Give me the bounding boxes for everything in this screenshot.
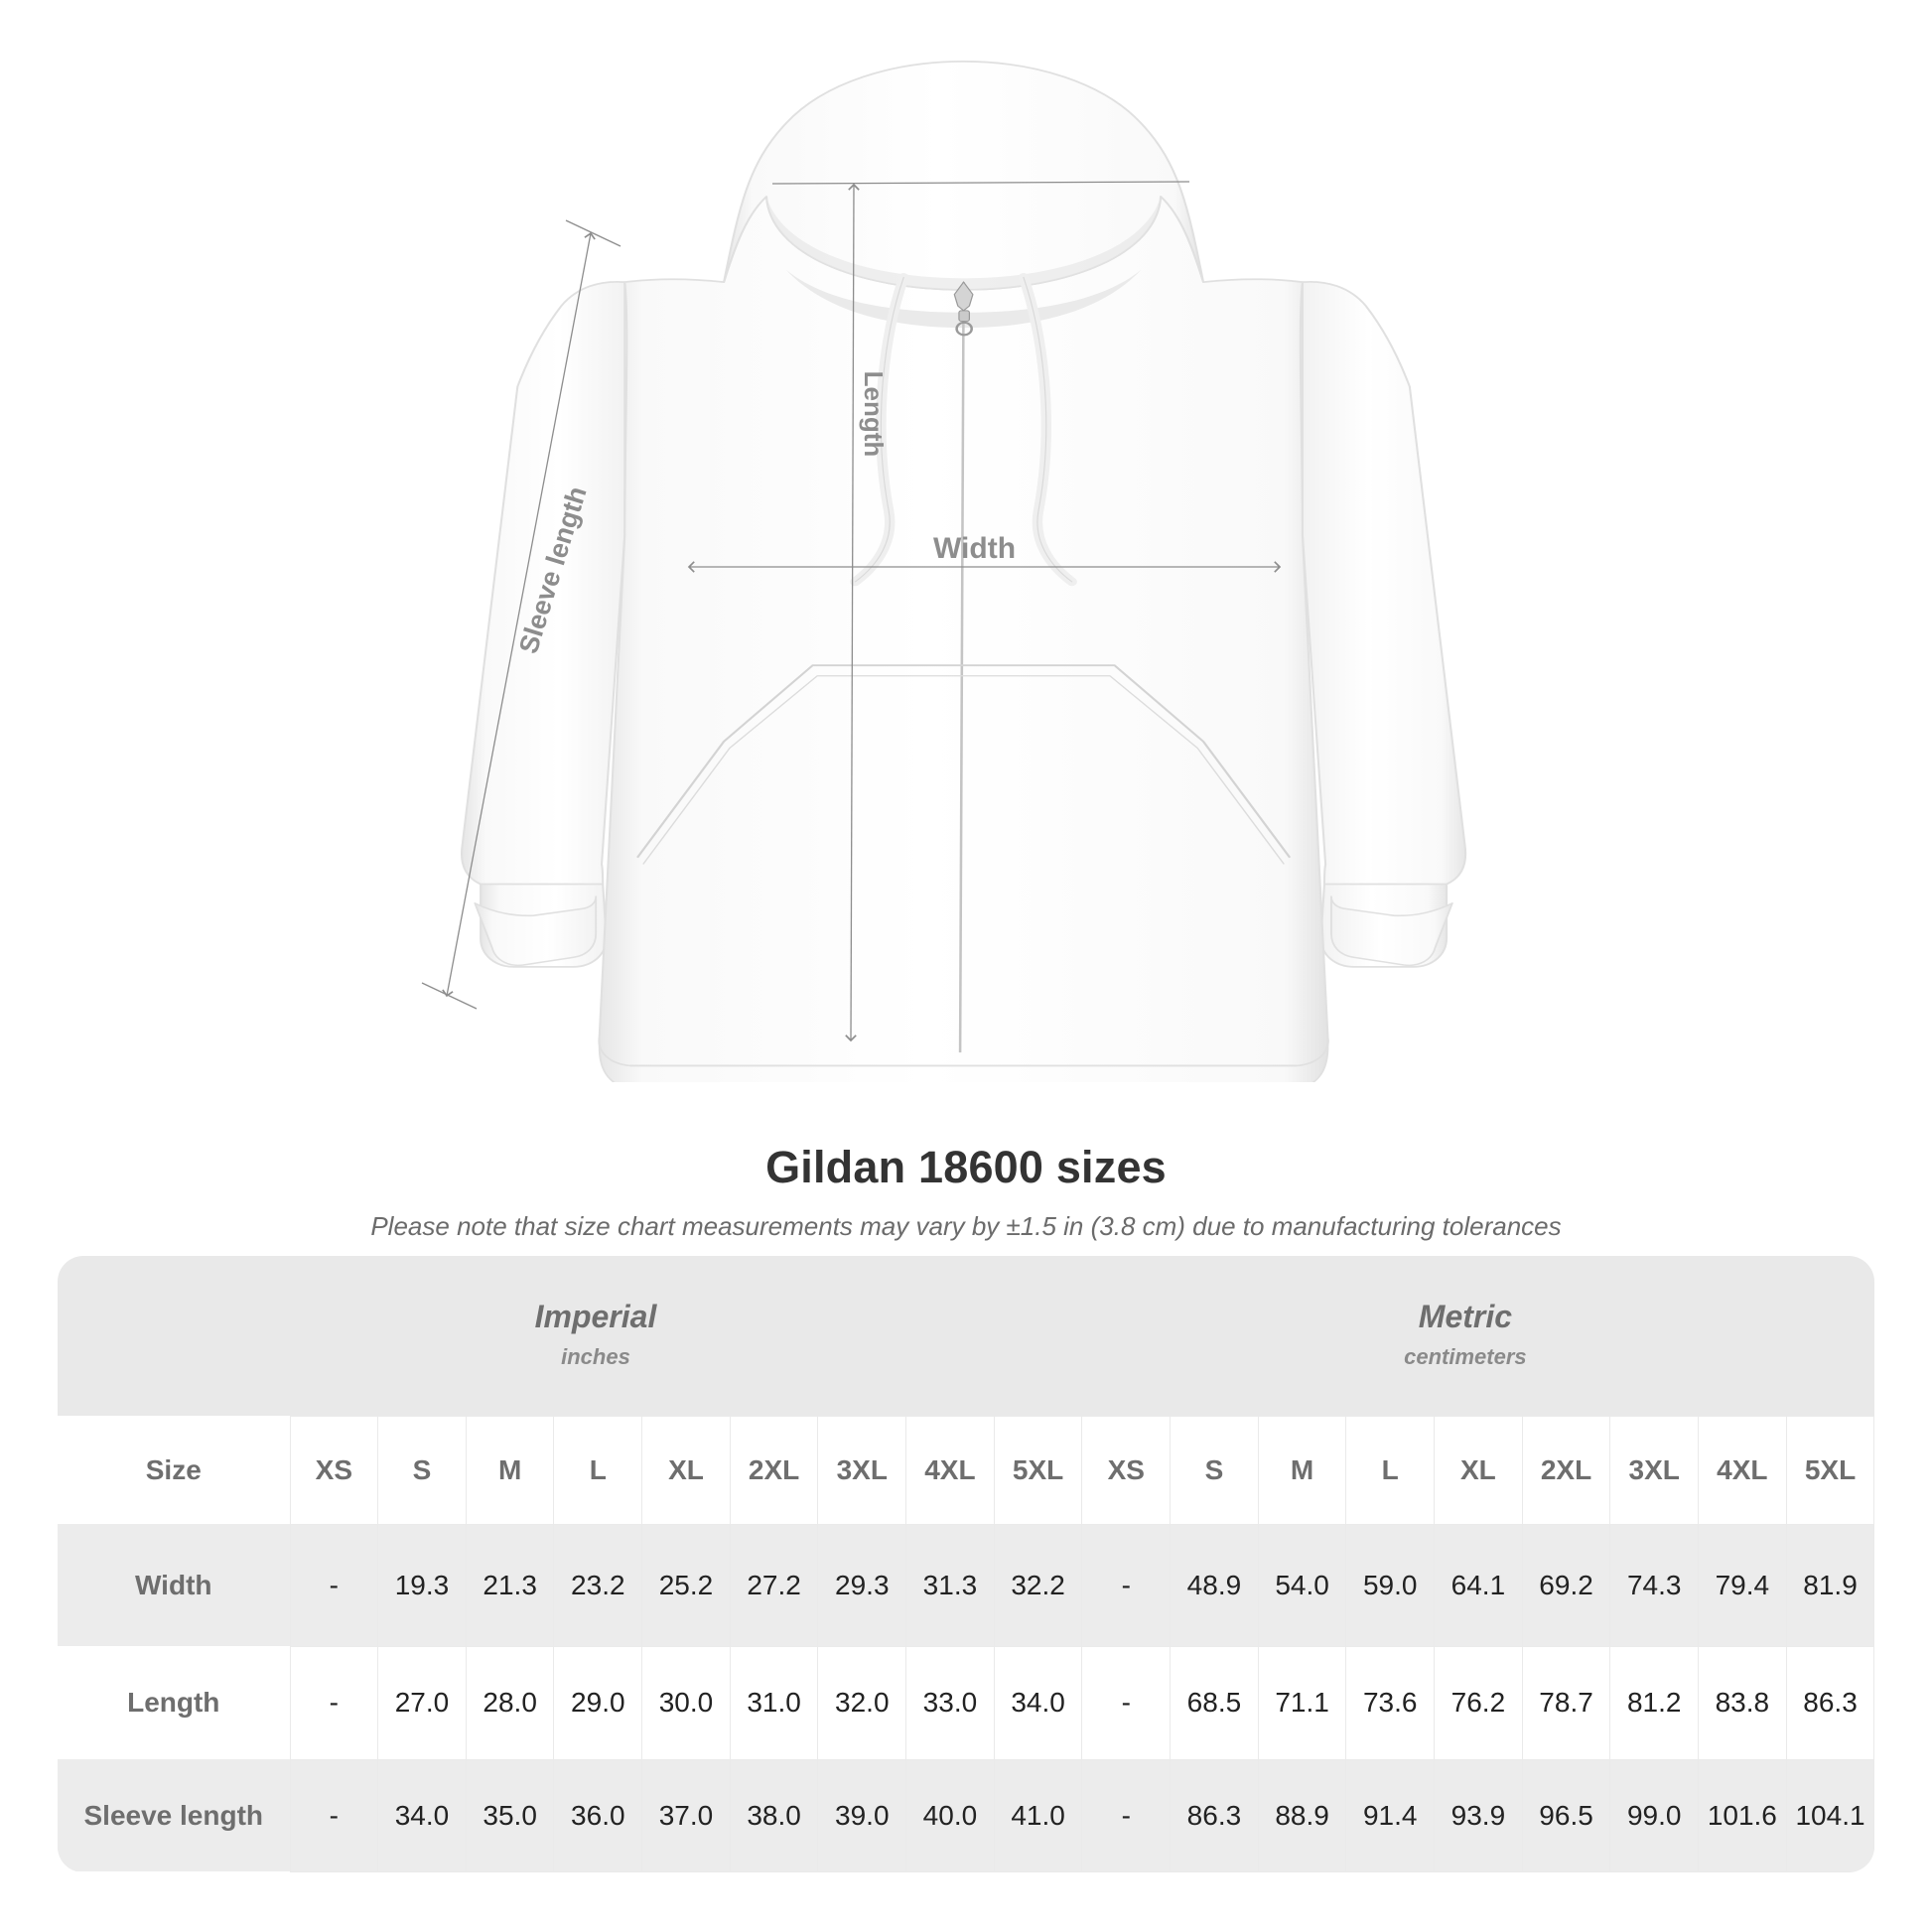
svg-text:Length: Length bbox=[859, 371, 889, 458]
svg-text:Sleeve length: Sleeve length bbox=[513, 483, 593, 657]
svg-text:Width: Width bbox=[933, 532, 1016, 565]
